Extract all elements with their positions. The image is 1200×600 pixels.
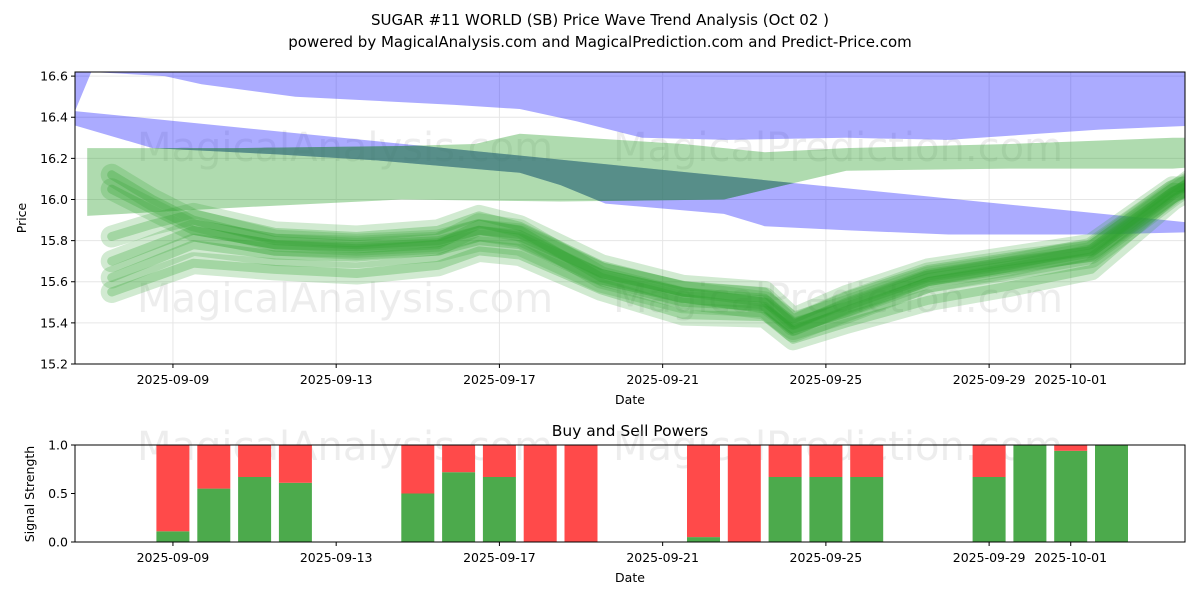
price-x-axis-title: Date <box>615 392 645 407</box>
signal-x-tick-label: 2025-09-25 <box>790 550 863 565</box>
buy-power-bar <box>1095 445 1128 542</box>
sell-power-bar <box>687 445 720 538</box>
price-x-ticks: 2025-09-09 2025-09-13 2025-09-17 2025-09-21… <box>137 364 1107 387</box>
watermark-prediction-bottom: MagicalPrediction.com <box>613 276 1063 322</box>
price-y-tick-label: 16.0 <box>40 192 68 207</box>
price-x-tick-label: 2025-09-09 <box>137 372 210 387</box>
sell-power-bar <box>401 445 435 494</box>
sell-power-bar <box>482 445 516 477</box>
price-chart-panel: MagicalAnalysis.com MagicalPrediction.co… <box>14 69 1186 407</box>
sell-power-bar <box>523 445 557 542</box>
buy-power-bar <box>442 472 476 542</box>
sell-power-bar <box>238 445 272 477</box>
wave-trend-line-halo <box>100 179 1185 351</box>
sell-power-bar <box>809 445 843 477</box>
sell-power-bar <box>442 445 476 473</box>
buy-power-bar <box>401 493 435 542</box>
price-x-tick-label: 2025-09-25 <box>790 372 863 387</box>
buy-power-bar <box>809 477 843 542</box>
sell-power-bar <box>564 445 598 542</box>
price-y-tick-label: 15.2 <box>40 357 68 372</box>
blue-forecast-band <box>75 72 1185 235</box>
signal-x-axis-title: Date <box>615 570 645 585</box>
signal-chart-title: Buy and Sell Powers <box>552 422 709 440</box>
buy-power-bar <box>1054 450 1088 542</box>
buy-power-bar <box>238 477 272 542</box>
signal-x-tick-label: 2025-09-21 <box>626 550 699 565</box>
signal-x-tick-label: 2025-09-13 <box>300 550 373 565</box>
price-y-tick-label: 15.8 <box>40 233 68 248</box>
signal-y-ticks: 0.0 0.5 1.0 <box>48 438 75 550</box>
wave-trend-lines <box>100 163 1185 351</box>
buy-power-bar <box>197 488 231 542</box>
price-y-ticks: 15.2 15.4 15.6 15.8 16.0 16.2 16.4 16.6 <box>40 69 75 372</box>
signal-y-axis-title: Signal Strength <box>22 446 37 542</box>
buy-power-bar <box>482 477 516 542</box>
signal-y-tick-label: 1.0 <box>48 438 68 453</box>
buy-power-bar <box>278 482 312 542</box>
sell-power-bar <box>156 445 190 532</box>
wave-trend-line-halo <box>100 173 1185 343</box>
forecast-bands <box>75 72 1185 235</box>
wave-trend-line <box>107 170 1185 328</box>
price-y-tick-label: 15.4 <box>40 315 68 330</box>
watermark-analysis-bottom: MagicalAnalysis.com <box>137 276 553 322</box>
buy-power-bar <box>687 537 720 542</box>
signal-x-tick-label: 2025-09-29 <box>953 550 1026 565</box>
signal-x-tick-label: 2025-09-09 <box>137 550 210 565</box>
sell-power-bar <box>850 445 884 477</box>
buy-power-bar <box>768 477 802 542</box>
sell-power-bar <box>972 445 1006 477</box>
price-x-tick-label: 2025-09-29 <box>953 372 1026 387</box>
wave-trend-line <box>107 180 1185 330</box>
chart-title: SUGAR #11 WORLD (SB) Price Wave Trend An… <box>371 11 829 29</box>
price-y-axis-title: Price <box>14 202 29 233</box>
buy-power-bar <box>1013 445 1047 542</box>
sell-power-bar <box>278 445 312 483</box>
wave-trend-line-halo <box>100 172 1185 336</box>
sell-power-bar <box>727 445 761 542</box>
price-y-tick-label: 16.2 <box>40 151 68 166</box>
price-x-tick-label: 2025-10-01 <box>1034 372 1107 387</box>
wave-trend-line <box>107 178 1185 334</box>
price-plot-frame <box>74 71 1186 365</box>
price-y-tick-label: 16.4 <box>40 110 68 125</box>
price-y-tick-label: 16.6 <box>40 69 68 84</box>
signal-x-ticks: 2025-09-09 2025-09-13 2025-09-17 2025-09-21… <box>137 542 1107 565</box>
wave-trend-line-halo <box>100 163 1185 334</box>
chart-subtitle: powered by MagicalAnalysis.com and Magic… <box>288 33 912 51</box>
wave-trend-line <box>107 187 1185 344</box>
price-watermarks: MagicalAnalysis.com MagicalPrediction.co… <box>137 125 1063 322</box>
wave-trend-line-halo <box>100 170 1185 340</box>
wave-trend-line <box>107 181 1185 336</box>
signal-y-tick-label: 0.0 <box>48 535 68 550</box>
signal-x-tick-label: 2025-10-01 <box>1034 550 1107 565</box>
buy-power-bar <box>850 477 884 542</box>
sell-power-bar <box>768 445 802 477</box>
signal-y-tick-label: 0.5 <box>48 486 68 501</box>
wave-trend-line <box>107 182 1185 324</box>
price-plot-area <box>75 72 1185 364</box>
price-x-tick-label: 2025-09-21 <box>626 372 699 387</box>
signal-x-tick-label: 2025-09-17 <box>463 550 536 565</box>
buy-power-bar <box>972 477 1006 542</box>
price-x-tick-label: 2025-09-17 <box>463 372 536 387</box>
price-x-tick-label: 2025-09-13 <box>300 372 373 387</box>
wave-trend-line-halo <box>100 176 1185 330</box>
price-grid <box>75 72 1185 365</box>
watermark-prediction-top: MagicalPrediction.com <box>613 125 1063 171</box>
signal-chart-panel: Buy and Sell Powers MagicalAnalysis.com … <box>22 422 1186 585</box>
sell-power-bar <box>1054 445 1088 451</box>
price-y-tick-label: 15.6 <box>40 274 68 289</box>
signal-bars <box>156 445 1128 542</box>
buy-power-bar <box>156 531 190 542</box>
sell-power-bar <box>197 445 231 489</box>
